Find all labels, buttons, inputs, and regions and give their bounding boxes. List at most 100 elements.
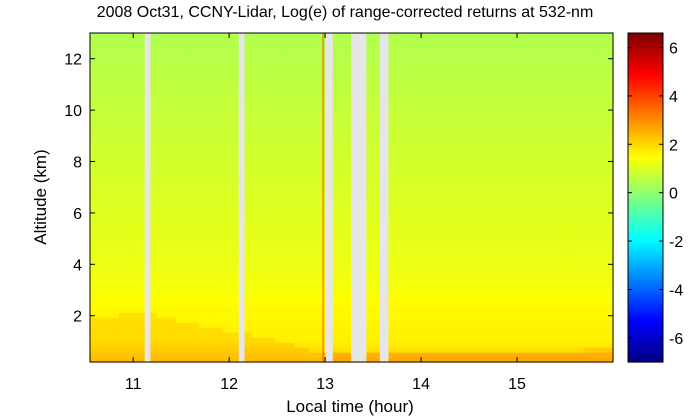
heatmap-cell bbox=[132, 247, 139, 253]
heatmap-cell bbox=[232, 97, 238, 104]
heatmap-cell bbox=[246, 267, 253, 273]
heatmap-cell bbox=[128, 33, 134, 39]
heatmap-cell bbox=[161, 57, 167, 64]
heatmap-cell bbox=[256, 137, 262, 144]
heatmap-cell bbox=[422, 187, 429, 194]
heatmap-cell bbox=[185, 357, 191, 363]
heatmap-cell bbox=[275, 52, 281, 59]
heatmap-cell bbox=[270, 77, 277, 84]
heatmap-cell bbox=[161, 132, 167, 139]
heatmap-cell bbox=[261, 52, 267, 59]
heatmap-cell bbox=[208, 122, 215, 129]
heatmap-cell bbox=[180, 112, 186, 119]
heatmap-cell bbox=[275, 332, 281, 338]
heatmap-cell bbox=[299, 197, 305, 204]
heatmap-cell bbox=[113, 357, 120, 363]
heatmap-cell bbox=[346, 337, 353, 343]
heatmap-cell bbox=[399, 267, 405, 273]
heatmap-cell bbox=[394, 312, 400, 318]
heatmap-cell bbox=[427, 337, 433, 343]
heatmap-cell bbox=[99, 257, 105, 263]
heatmap-cell bbox=[175, 332, 181, 338]
heatmap-cell bbox=[399, 357, 405, 363]
heatmap-cell bbox=[437, 107, 443, 114]
heatmap-cell bbox=[118, 162, 124, 169]
heatmap-cell bbox=[289, 252, 296, 258]
heatmap-cell bbox=[189, 77, 196, 84]
heatmap-cell bbox=[227, 302, 234, 308]
heatmap-cell bbox=[156, 137, 162, 144]
heatmap-cell bbox=[299, 232, 305, 238]
heatmap-cell bbox=[194, 287, 200, 293]
heatmap-cell bbox=[204, 252, 210, 258]
heatmap-cell bbox=[256, 92, 262, 99]
heatmap-cell bbox=[318, 167, 324, 174]
heatmap-cell bbox=[99, 297, 105, 303]
heatmap-cell bbox=[280, 162, 286, 169]
heatmap-cell bbox=[218, 277, 224, 283]
heatmap-cell bbox=[299, 147, 305, 154]
heatmap-cell bbox=[427, 307, 433, 313]
heatmap-cell bbox=[137, 92, 143, 99]
heatmap-cell bbox=[189, 157, 196, 164]
heatmap-cell bbox=[375, 322, 381, 328]
heatmap-cell bbox=[113, 262, 120, 268]
heatmap-cell bbox=[218, 287, 224, 293]
heatmap-cell bbox=[394, 167, 400, 174]
heatmap-cell bbox=[403, 327, 410, 333]
heatmap-cell bbox=[185, 247, 191, 253]
heatmap-cell bbox=[194, 142, 200, 149]
heatmap-cell bbox=[194, 202, 200, 209]
heatmap-cell bbox=[289, 62, 296, 69]
heatmap-cell bbox=[441, 352, 448, 358]
heatmap-cell bbox=[218, 242, 224, 248]
heatmap-cell bbox=[394, 142, 400, 149]
heatmap-cell bbox=[199, 92, 205, 99]
heatmap-cell bbox=[337, 122, 343, 129]
heatmap-cell bbox=[437, 222, 443, 228]
heatmap-cell bbox=[365, 192, 372, 199]
heatmap-cell bbox=[232, 252, 238, 258]
heatmap-cell bbox=[251, 137, 257, 144]
heatmap-cell bbox=[303, 342, 310, 348]
heatmap-cell bbox=[246, 57, 253, 64]
heatmap-cell bbox=[365, 202, 372, 209]
heatmap-cell bbox=[265, 197, 272, 204]
heatmap-cell bbox=[99, 192, 105, 199]
heatmap-cell bbox=[408, 327, 414, 333]
heatmap-cell bbox=[313, 297, 319, 303]
heatmap-cell bbox=[446, 177, 452, 184]
heatmap-cell bbox=[213, 197, 219, 204]
heatmap-cell bbox=[437, 327, 443, 333]
heatmap-cell bbox=[446, 322, 452, 328]
heatmap-cell bbox=[299, 67, 305, 74]
heatmap-cell bbox=[132, 82, 139, 89]
heatmap-cell bbox=[99, 102, 105, 109]
heatmap-cell bbox=[403, 222, 410, 228]
heatmap-cell bbox=[375, 62, 381, 69]
heatmap-cell bbox=[337, 47, 343, 54]
heatmap-cell bbox=[341, 232, 348, 238]
heatmap-cell bbox=[161, 92, 167, 99]
heatmap-cell bbox=[123, 57, 129, 64]
heatmap-cell bbox=[294, 72, 300, 79]
heatmap-cell bbox=[408, 312, 414, 318]
heatmap-cell bbox=[132, 187, 139, 194]
heatmap-cell bbox=[123, 207, 129, 214]
heatmap-cell bbox=[246, 33, 253, 39]
heatmap-cell bbox=[166, 307, 172, 313]
heatmap-cell bbox=[123, 267, 129, 273]
heatmap-cell bbox=[437, 342, 443, 348]
heatmap-cell bbox=[113, 152, 120, 159]
heatmap-cell bbox=[446, 357, 452, 363]
heatmap-cell bbox=[308, 132, 315, 139]
heatmap-cell bbox=[194, 272, 200, 278]
heatmap-cell bbox=[94, 127, 101, 134]
heatmap-cell bbox=[185, 217, 191, 224]
heatmap-cell bbox=[337, 197, 343, 204]
heatmap-cell bbox=[204, 297, 210, 303]
heatmap-cell bbox=[242, 177, 248, 184]
heatmap-cell bbox=[280, 52, 286, 59]
heatmap-cell bbox=[399, 192, 405, 199]
heatmap-cell bbox=[284, 67, 291, 74]
